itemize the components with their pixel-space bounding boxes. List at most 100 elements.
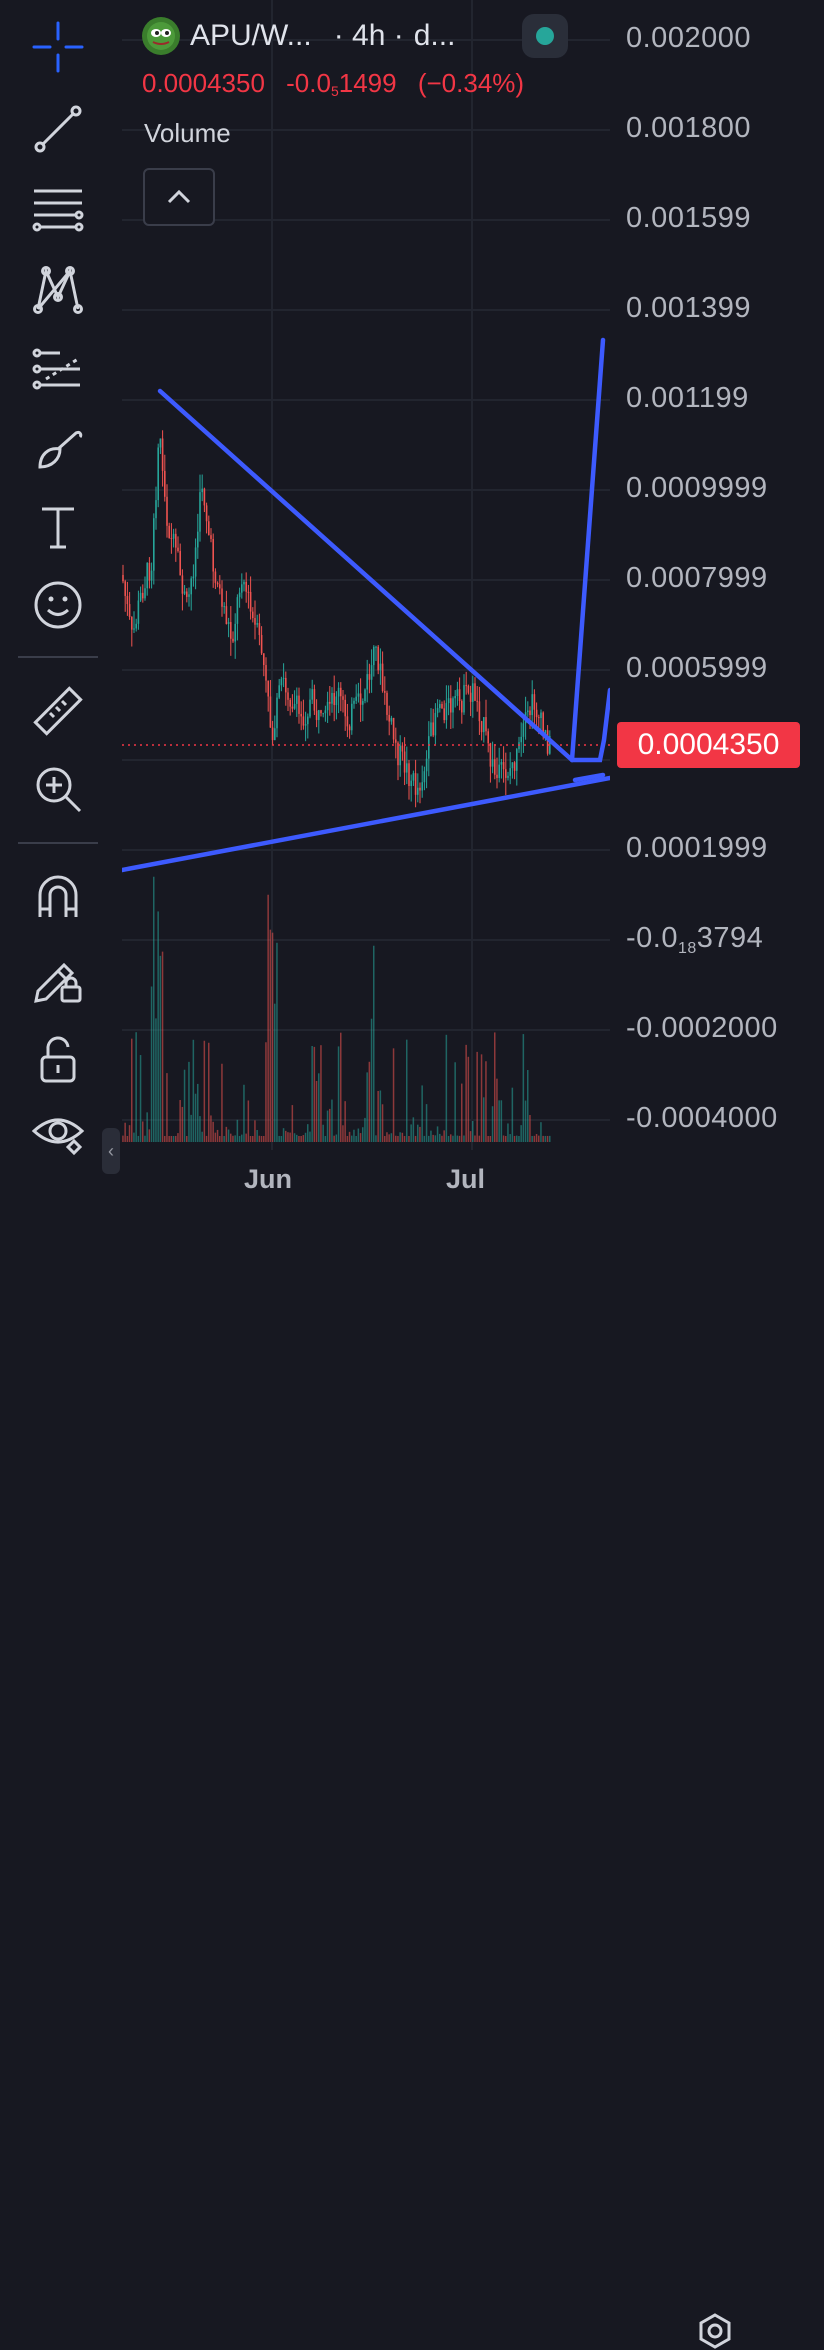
volume-bar: [458, 1135, 461, 1142]
volume-bar: [359, 1133, 362, 1142]
candle-body: [280, 678, 283, 686]
candle-body: [406, 763, 408, 773]
symbol-row[interactable]: APU/W... · 4h · d...: [142, 14, 455, 58]
visibility-tool[interactable]: [20, 1096, 96, 1166]
volume-bar: [146, 1112, 148, 1142]
interval-label[interactable]: · 4h ·: [333, 19, 404, 52]
toolbar-collapse-tab[interactable]: ‹: [102, 1128, 120, 1174]
candle-body: [465, 685, 467, 687]
forecast-icon: [32, 348, 80, 390]
candle-body: [469, 692, 472, 702]
candle-body: [472, 683, 474, 702]
volume-bar: [357, 1128, 360, 1142]
volume-bar: [434, 1135, 437, 1142]
toolbar-divider: [18, 842, 98, 844]
volume-bar: [194, 1093, 197, 1142]
candle-body: [269, 696, 272, 728]
candle-body: [249, 591, 252, 612]
magnet-icon: [38, 875, 78, 917]
candle-body: [320, 710, 322, 714]
volume-bar: [529, 1115, 531, 1142]
price-axis-label: 0.001599: [626, 202, 751, 234]
volume-bar: [164, 1136, 166, 1142]
candle-body: [153, 518, 155, 571]
resistance-trendline: [157, 388, 575, 763]
measure-tool[interactable]: [20, 676, 96, 746]
candle-body: [454, 696, 456, 699]
candle-body: [377, 646, 379, 671]
trend-line-icon: [34, 105, 82, 153]
brush-icon: [38, 431, 83, 469]
volume-bar: [293, 1133, 296, 1142]
fib-retracement-icon: [32, 189, 84, 232]
volume-indicator-label[interactable]: Volume: [144, 118, 231, 148]
forecast-tool[interactable]: [20, 334, 96, 404]
brush-tool[interactable]: [20, 414, 96, 484]
candle-body: [346, 716, 349, 727]
volume-bar: [203, 1040, 206, 1142]
candle-body: [395, 739, 397, 743]
candle-body: [291, 706, 294, 709]
crosshair-tool[interactable]: [20, 12, 96, 82]
candle-body: [304, 724, 307, 726]
trend-line-tool[interactable]: [20, 94, 96, 164]
text-tool[interactable]: [20, 492, 96, 562]
price-axis[interactable]: 0.002000 0.001800 0.001599 0.001399 0.001199…: [610, 0, 824, 1150]
candle-body: [148, 562, 151, 581]
candle-body: [276, 697, 278, 729]
candle-body: [509, 768, 511, 776]
candle-body: [175, 533, 177, 548]
candle-body: [533, 694, 536, 710]
volume-bar: [150, 986, 153, 1142]
volume-bar: [392, 1048, 395, 1142]
price-axis-label: -0.0004000: [626, 1102, 778, 1134]
chart-settings-icon[interactable]: [696, 2312, 734, 2350]
volume-bar: [322, 1124, 324, 1142]
volume-bar: [304, 1132, 307, 1142]
market-status-button[interactable]: [522, 14, 568, 58]
volume-bar: [340, 1032, 342, 1142]
candle-body: [139, 592, 142, 601]
volume-bar: [487, 1136, 489, 1142]
candle-body: [502, 762, 505, 770]
candle-body: [408, 763, 410, 787]
candle-body: [458, 689, 461, 701]
lock-drawings-tool[interactable]: [20, 944, 96, 1014]
price-axis-label: 0.001800: [626, 112, 751, 144]
chart-pane[interactable]: [122, 0, 610, 1150]
candle-body: [122, 575, 124, 582]
magnet-tool[interactable]: [20, 862, 96, 932]
candle-body: [505, 769, 507, 778]
candle-body: [417, 787, 419, 795]
emoji-tool[interactable]: [20, 570, 96, 640]
volume-bar: [498, 1100, 500, 1142]
pattern-tool[interactable]: [20, 254, 96, 324]
volume-bar: [452, 1135, 454, 1142]
volume-bar: [531, 1135, 533, 1142]
candle-body: [234, 623, 236, 642]
time-axis[interactable]: Jun Jul: [0, 1150, 824, 2349]
volume-bar: [280, 1135, 283, 1142]
volume-bar: [524, 1100, 527, 1142]
drawing-toolbar: ‹: [0, 0, 120, 1200]
volume-bar: [465, 1044, 467, 1142]
volume-bar: [267, 894, 269, 1142]
symbol-name[interactable]: APU/W...: [190, 19, 312, 52]
volume-bars: [122, 876, 551, 1142]
volume-bar: [175, 1135, 177, 1142]
candle-body: [263, 653, 265, 666]
collapse-indicators-button[interactable]: [143, 168, 215, 226]
volume-bar: [137, 1135, 140, 1142]
pepe-logo-icon: [147, 22, 175, 50]
candle-body: [496, 774, 498, 778]
volume-bar: [469, 1131, 472, 1142]
zoom-in-tool[interactable]: [20, 754, 96, 824]
candle-body: [535, 709, 538, 718]
candle-body: [124, 581, 126, 596]
candle-body: [324, 710, 327, 714]
unlock-tool[interactable]: [20, 1024, 96, 1094]
volume-bar: [483, 1097, 485, 1142]
fib-retracement-tool[interactable]: [20, 174, 96, 244]
volume-bar: [326, 1110, 329, 1142]
volume-bar: [384, 1136, 386, 1142]
